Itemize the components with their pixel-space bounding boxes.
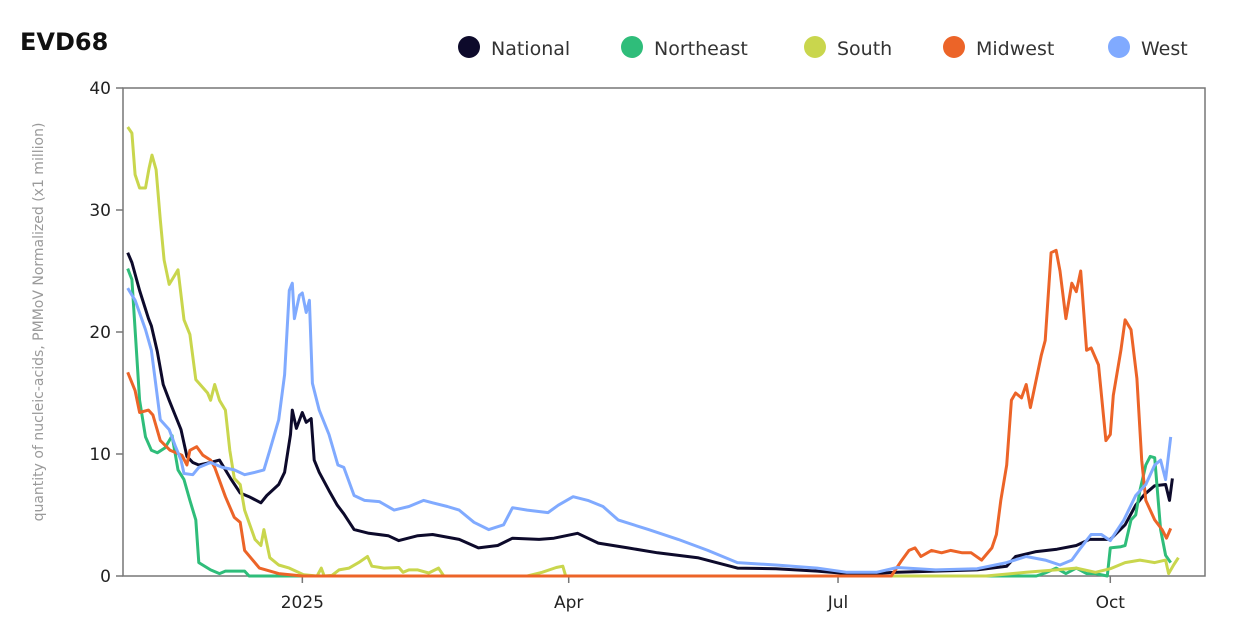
legend-swatch [621,36,643,58]
series-lines [126,126,1180,578]
x-axis: 2025 Apr Jul Oct [281,576,1126,613]
legend: National Northeast South Midwest West [458,36,1188,60]
legend-item-northeast[interactable]: Northeast [621,36,748,60]
legend-label: West [1141,38,1188,60]
legend-label: National [491,38,570,60]
series-line-west [126,281,1173,574]
series-line-south [126,126,1180,578]
chart-title: EVD68 [20,28,108,56]
legend-swatch [943,36,965,58]
legend-swatch [458,36,480,58]
legend-item-south[interactable]: South [804,36,892,60]
x-tick-label: 2025 [281,593,324,613]
y-axis-label: quantity of nucleic-acids, PMMoV Normali… [31,123,47,522]
legend-swatch [804,36,826,58]
legend-item-national[interactable]: National [458,36,570,60]
legend-item-west[interactable]: West [1108,36,1188,60]
legend-swatch [1108,36,1130,58]
y-tick-label: 20 [89,323,111,343]
y-tick-label: 10 [89,445,111,465]
legend-label: Northeast [654,38,748,60]
y-axis: 0 10 20 30 40 [89,79,123,587]
legend-item-midwest[interactable]: Midwest [943,36,1054,60]
x-tick-label: Oct [1096,593,1126,613]
y-tick-label: 0 [100,567,111,587]
x-tick-label: Apr [554,593,583,613]
series-line-national [126,252,1174,576]
plot-frame [122,87,1206,577]
legend-label: Midwest [976,38,1054,60]
x-tick-label: Jul [827,593,849,613]
legend-label: South [837,38,892,60]
y-tick-label: 40 [89,79,111,99]
y-tick-label: 30 [89,201,111,221]
series-line-midwest [126,248,1173,578]
